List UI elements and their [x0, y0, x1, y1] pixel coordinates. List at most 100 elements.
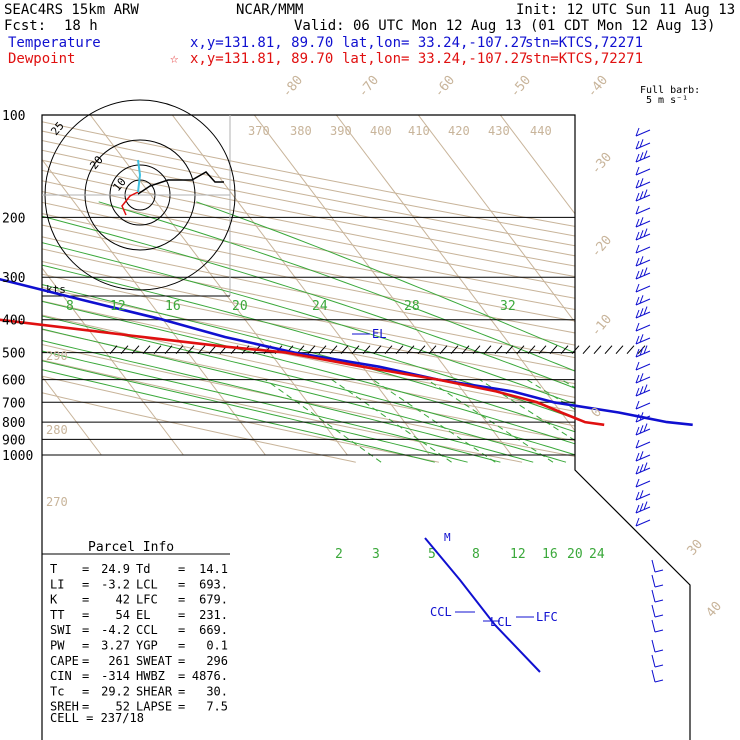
barb-flag [654, 584, 664, 588]
moist-adiabat [42, 201, 435, 463]
barb-flag [635, 491, 640, 501]
parcel-path [424, 537, 541, 673]
wind-barb [635, 150, 651, 163]
hatch-mark [164, 345, 173, 354]
parcel-info-title: Parcel Info [88, 540, 174, 555]
hatch-mark [417, 345, 426, 354]
hatch-mark [527, 345, 536, 354]
isotherm-line [42, 115, 102, 456]
wind-barb [635, 451, 651, 462]
barb-flag [635, 192, 640, 202]
theta-label: 270 [46, 495, 68, 509]
sounding-series [0, 277, 693, 427]
theta-label: 380 [290, 124, 312, 138]
ccl-label: CCL [430, 605, 452, 619]
isotherm-line [42, 115, 184, 456]
parcel-value: 0.1 [206, 639, 228, 653]
parcel-value: 52 [116, 700, 130, 714]
hodo-trace-low [121, 191, 139, 216]
parcel-eq: = [178, 684, 185, 698]
barb-flag [639, 269, 644, 278]
pressure-label: 200 [2, 211, 25, 226]
dry-adiabat [42, 115, 690, 463]
barb-staff [635, 194, 651, 202]
moist-adiabat [42, 201, 599, 463]
parcel-eq: = [82, 593, 89, 607]
barb-staff [635, 376, 651, 384]
mixing-ratio-label: 24 [589, 547, 605, 562]
barb-flag [639, 295, 644, 304]
barb-staff [635, 181, 651, 189]
isotherm-label: 30 [685, 537, 707, 559]
moist-adiabat [42, 201, 501, 463]
barb-staff [635, 454, 651, 462]
moist-adiabat-label: 16 [165, 299, 181, 314]
parcel-value: 669. [199, 623, 228, 637]
pressure-label: 700 [2, 396, 25, 411]
barb-staff [635, 311, 651, 319]
dry-adiabat [42, 115, 690, 463]
barb-staff [635, 233, 651, 241]
hodo-storm-vector [137, 159, 142, 193]
pressure-label: 900 [2, 433, 25, 448]
hatch-mark [626, 345, 635, 354]
hatch-mark [483, 345, 492, 354]
barb-flag [635, 244, 640, 254]
parcel-eq: = [82, 608, 89, 622]
star-icon: ☆ [170, 51, 179, 67]
isotherm-label: -60 [432, 73, 459, 101]
mixing-ratio-label: 20 [567, 547, 583, 562]
parcel-value: 296 [206, 654, 228, 668]
valid-time: Valid: 06 UTC Mon 12 Aug 13 (01 CDT Mon … [294, 18, 716, 34]
barb-flag [639, 256, 644, 265]
isotherm-line [335, 115, 594, 456]
wind-barb [635, 244, 651, 254]
barb-flag [635, 517, 640, 527]
hatch-mark [538, 345, 547, 354]
barb-flag [643, 345, 648, 354]
barb-staff [635, 129, 651, 137]
parcel-key: TT [50, 608, 64, 622]
theta-label: 280 [46, 423, 68, 437]
barb-flag [635, 452, 640, 462]
barb-staff [651, 559, 656, 573]
hodo-ring-label: 25 [48, 119, 66, 138]
moist-adiabat [98, 201, 690, 463]
parcel-eq: = [82, 562, 89, 576]
hatch-mark [307, 345, 316, 354]
barb-flag [654, 664, 664, 668]
barb-flag [654, 599, 664, 603]
barb-flag [635, 218, 640, 228]
parcel-key: EL [136, 608, 150, 622]
isotherm-label: -70 [356, 73, 383, 101]
parcel-eq: = [178, 623, 185, 637]
pressure-label: 1000 [2, 449, 33, 464]
parcel-key: HWBZ [136, 669, 165, 683]
isotherm-label: 40 [704, 599, 726, 621]
hatch-mark [153, 345, 162, 354]
parcel-box-bg [44, 538, 230, 726]
barb-staff [635, 220, 651, 228]
center-title: NCAR/MMM [236, 2, 304, 18]
barb-flag [643, 228, 648, 237]
isotherm-label: -40 [585, 73, 612, 101]
parcel-eq: = [82, 623, 89, 637]
parcel-key: SHEAR [136, 684, 173, 698]
mixing-ratio-line [331, 379, 452, 463]
dry-adiabat [42, 115, 690, 463]
barb-staff [635, 246, 651, 254]
m-label: M [444, 531, 451, 544]
barb-staff [635, 402, 651, 410]
parcel-value: -314 [101, 669, 130, 683]
barb-staff [651, 669, 656, 683]
plot-border [41, 114, 691, 740]
hatch-mark [516, 345, 525, 354]
barb-staff [635, 389, 651, 397]
wind-barb [651, 574, 664, 588]
moist-adiabat [42, 201, 632, 463]
dry-adiabats [42, 115, 690, 463]
moist-adiabat-label: 12 [110, 299, 126, 314]
barb-flag [639, 412, 644, 421]
